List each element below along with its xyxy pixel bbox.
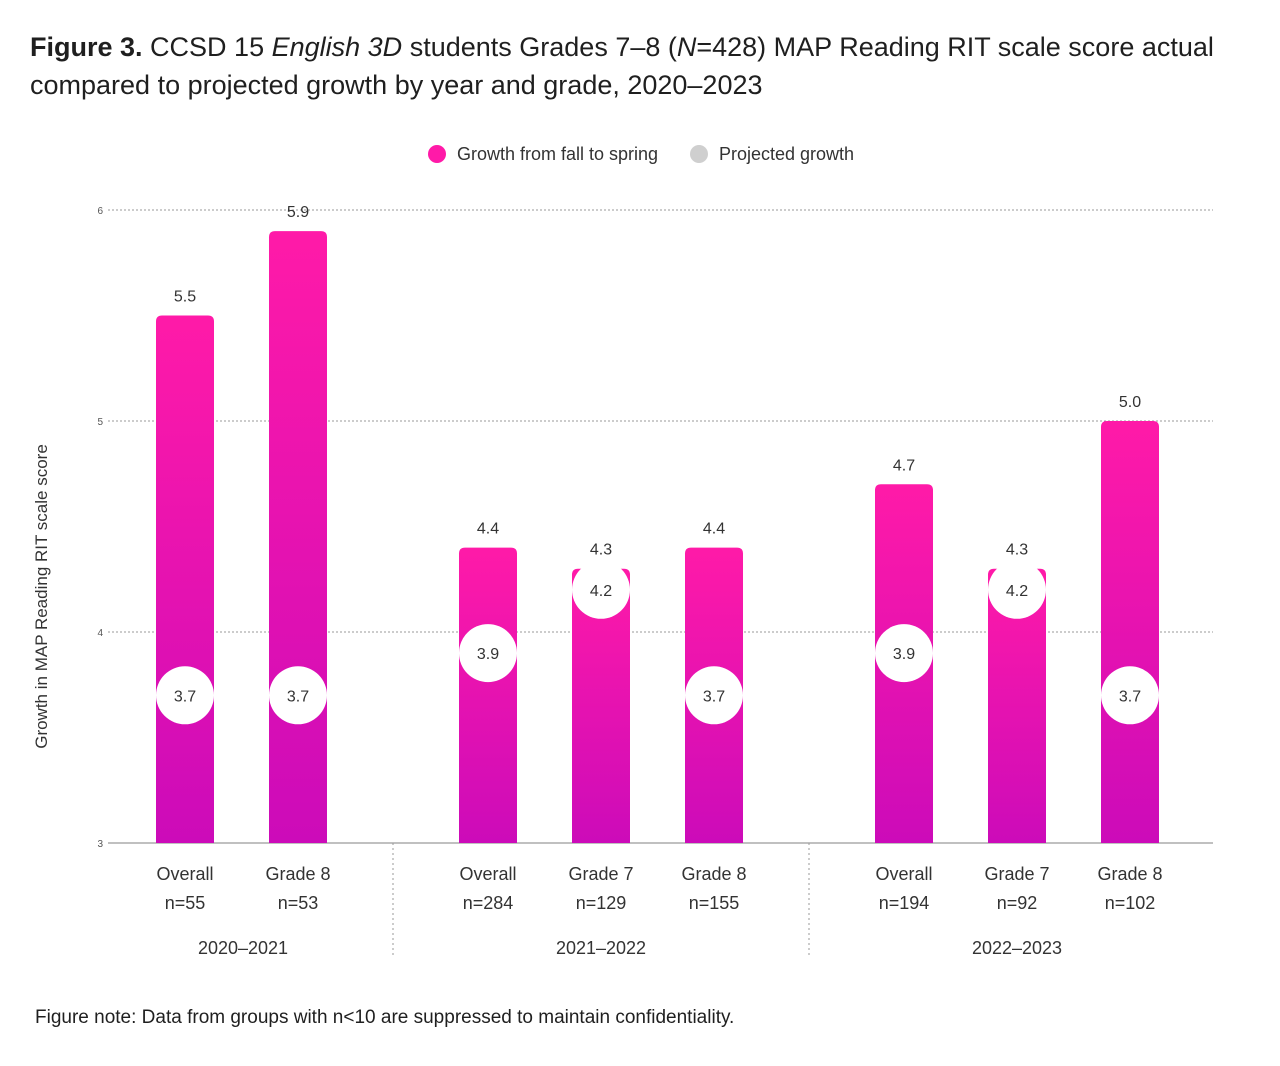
projected-value-label: 3.9 xyxy=(893,646,915,663)
x-category-label: Overall xyxy=(156,864,213,884)
legend-swatch-actual xyxy=(428,145,446,163)
x-category-label: Overall xyxy=(459,864,516,884)
x-n-label: n=55 xyxy=(165,893,206,913)
x-category-label: Grade 7 xyxy=(568,864,633,884)
projected-growth-marker xyxy=(685,666,743,725)
title-text-2: students Grades 7–8 ( xyxy=(409,32,677,62)
bar-actual-growth xyxy=(459,547,517,843)
x-n-label: n=102 xyxy=(1105,893,1156,913)
bar-value-label: 4.4 xyxy=(477,521,499,538)
x-n-label: n=53 xyxy=(278,893,319,913)
x-n-label: n=284 xyxy=(463,893,514,913)
title-italic-1: English 3D xyxy=(271,32,403,62)
x-n-label: n=129 xyxy=(576,893,627,913)
x-category-label: Overall xyxy=(875,864,932,884)
projected-growth-marker xyxy=(1101,666,1159,725)
bar-value-label: 4.3 xyxy=(590,542,612,559)
x-n-label: n=92 xyxy=(997,893,1038,913)
x-category-label: Grade 8 xyxy=(265,864,330,884)
bar-actual-growth xyxy=(269,231,327,844)
legend-label: Growth from fall to spring xyxy=(457,144,658,164)
y-tick-label: 4 xyxy=(97,628,103,639)
y-tick-label: 3 xyxy=(97,839,103,850)
projected-value-label: 3.7 xyxy=(1119,688,1141,705)
bar-actual-growth xyxy=(1101,421,1159,843)
projected-growth-marker xyxy=(459,624,517,683)
y-tick-label: 6 xyxy=(97,206,103,217)
projected-value-label: 4.2 xyxy=(1006,583,1028,600)
bar-actual-growth xyxy=(572,568,630,843)
projected-value-label: 3.9 xyxy=(477,646,499,663)
projected-growth-marker xyxy=(156,666,214,725)
figure-note: Figure note: Data from groups with n<10 … xyxy=(35,1007,735,1028)
projected-growth-marker xyxy=(875,624,933,683)
x-group-label: 2020–2021 xyxy=(198,938,288,958)
x-group-label: 2021–2022 xyxy=(556,938,646,958)
legend-swatch-projected xyxy=(690,145,708,163)
bar-value-label: 4.7 xyxy=(893,457,915,474)
legend-label: Projected growth xyxy=(719,144,854,164)
x-category-label: Grade 8 xyxy=(1097,864,1162,884)
projected-growth-marker xyxy=(269,666,327,725)
y-axis-label: Growth in MAP Reading RIT scale score xyxy=(32,444,51,749)
figure-label: Figure 3. xyxy=(30,32,143,62)
figure-title: Figure 3. CCSD 15 English 3D students Gr… xyxy=(30,28,1230,104)
projected-value-label: 3.7 xyxy=(174,688,196,705)
bar-value-label: 5.0 xyxy=(1119,394,1141,411)
bar-value-label: 4.3 xyxy=(1006,542,1028,559)
x-group-label: 2022–2023 xyxy=(972,938,1062,958)
title-text-1: CCSD 15 xyxy=(150,32,265,62)
bar-value-label: 5.5 xyxy=(174,289,196,306)
bar-actual-growth xyxy=(988,568,1046,843)
x-n-label: n=155 xyxy=(689,893,740,913)
projected-value-label: 3.7 xyxy=(703,688,725,705)
x-n-label: n=194 xyxy=(879,893,930,913)
x-category-label: Grade 7 xyxy=(984,864,1049,884)
bar-actual-growth xyxy=(156,315,214,843)
projected-value-label: 4.2 xyxy=(590,583,612,600)
title-text-3: =428) MAP Reading RIT scale score actual… xyxy=(30,32,1214,100)
y-tick-label: 5 xyxy=(97,417,103,428)
bar-value-label: 4.4 xyxy=(703,521,725,538)
title-italic-2: N xyxy=(676,32,697,62)
projected-value-label: 3.7 xyxy=(287,688,309,705)
projected-growth-marker xyxy=(988,560,1046,619)
projected-growth-marker xyxy=(572,560,630,619)
x-category-label: Grade 8 xyxy=(681,864,746,884)
bar-value-label: 5.9 xyxy=(287,204,309,221)
